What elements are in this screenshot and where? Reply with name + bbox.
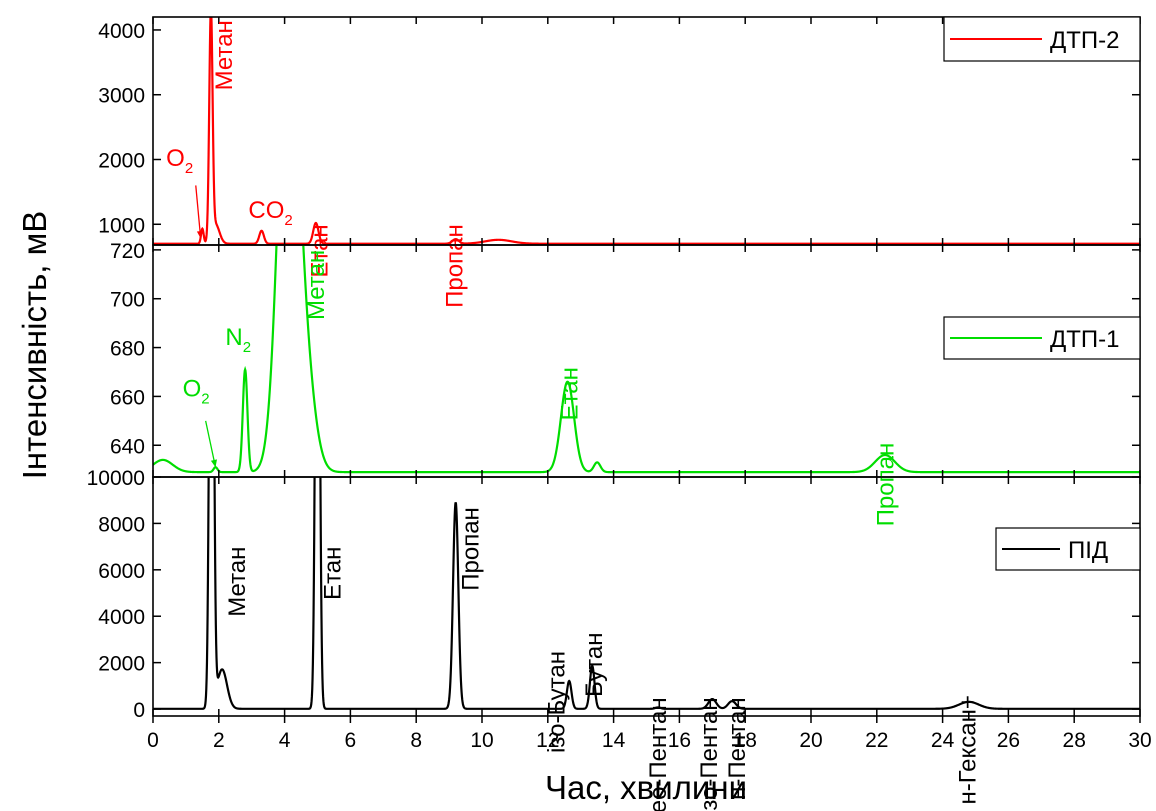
peak-label-subscript: 2	[243, 339, 251, 356]
peak-label-subscript: 2	[284, 212, 292, 229]
legend-label-top: ДТП-2	[1050, 27, 1120, 54]
peak-label-bottom-7: н-Пентан	[724, 697, 751, 799]
x-tick-label: 24	[931, 729, 955, 752]
y-tick-label-bottom: 2000	[98, 653, 145, 676]
o2-pointer-arrowhead-top	[196, 230, 204, 239]
y-tick-label-middle: 700	[110, 289, 145, 312]
y-axis-title: Інтенсивність, мВ	[16, 211, 53, 480]
y-tick-label-bottom: 0	[133, 699, 145, 722]
y-tick-label-bottom: 8000	[98, 513, 145, 536]
peak-label-bottom-1: Етан	[320, 547, 347, 600]
peak-label-middle-0: O2	[183, 375, 210, 407]
legend-label-bottom: ПІД	[1068, 537, 1108, 564]
y-tick-label-top: 2000	[98, 150, 145, 173]
peak-label-top-1: Метан	[211, 20, 238, 90]
peak-label-bottom-5: нео-Пентан	[645, 697, 672, 811]
o2-pointer-arrow-middle	[205, 420, 217, 468]
x-tick-label: 8	[410, 729, 422, 752]
peak-label-top-0: O2	[166, 145, 193, 177]
peak-label-bottom-2: Пропан	[458, 507, 485, 591]
x-tick-label: 10	[470, 729, 493, 752]
peak-label-middle-2: Метан	[303, 250, 330, 320]
y-tick-label-middle: 720	[110, 240, 145, 263]
peak-label-subscript: 2	[201, 390, 209, 407]
panel-bottom: 0 2000 4000 6000 8000 10000 ПІД Метан Етан Пропан…	[87, 467, 1141, 811]
peak-label-top-3: Етан	[306, 224, 333, 277]
y-tick-label-bottom: 10000	[87, 467, 145, 490]
legend-label-middle: ДТП-1	[1050, 326, 1120, 353]
o2-pointer-arrowhead-middle	[210, 459, 217, 468]
peak-label-middle-1: N2	[225, 324, 251, 356]
panel-frame-middle	[152, 244, 1141, 478]
x-tick-label: 0	[147, 729, 159, 752]
y-tick-label-top: 4000	[98, 20, 145, 43]
legend-top: ДТП-2	[943, 16, 1141, 62]
x-tick-label: 16	[668, 729, 691, 752]
y-tick-label-top: 1000	[98, 214, 145, 237]
panel-top: 1000 2000 3000 4000 ДТП-2 O2 Метан CO2 Етан Пропа…	[98, 16, 1141, 308]
legend-middle: ДТП-1	[943, 316, 1141, 360]
x-tick-label: 20	[799, 729, 822, 752]
y-tick-label-bottom: 4000	[98, 606, 145, 629]
legend-bottom: ПІД	[995, 527, 1141, 571]
y-tick-label-top: 3000	[98, 85, 145, 108]
peak-label-bottom-0: Метан	[224, 547, 251, 617]
peak-label-bottom-3: ізо-Бутан	[543, 651, 570, 753]
x-tick-label: 14	[602, 729, 626, 752]
x-tick-label: 18	[734, 729, 757, 752]
y-tick-label-middle: 640	[110, 435, 145, 458]
x-tick-label: 6	[345, 729, 357, 752]
y-tick-label-middle: 680	[110, 338, 145, 361]
y-tick-label-middle: 660	[110, 386, 145, 409]
panel-frame-bottom	[152, 476, 1141, 717]
x-tick-label: 28	[1063, 729, 1086, 752]
x-tick-label: 26	[997, 729, 1020, 752]
series-line-top	[153, 17, 1140, 245]
panel-middle: 640 660 680 700 720 ДТП-1 O2 N2 Метан Етан Пропан	[110, 240, 1141, 527]
series-line-middle	[153, 245, 1140, 474]
peak-label-subscript: 2	[185, 160, 193, 177]
x-tick-label: 2	[213, 729, 225, 752]
x-axis-title: Час, хвилини	[545, 769, 747, 806]
o2-pointer-arrow-top	[195, 185, 202, 239]
series-line-bottom	[153, 477, 1140, 710]
peak-label-bottom-4: Бутан	[581, 633, 608, 698]
peak-label-bottom-6: ізо-Пентан	[696, 697, 723, 811]
x-tick-label: 30	[1128, 729, 1151, 752]
x-tick-label: 4	[279, 729, 291, 752]
peak-label-middle-4: Пропан	[872, 443, 899, 527]
peak-label-middle-3: Етан	[556, 367, 583, 420]
x-tick-label: 12	[536, 729, 559, 752]
peak-label-bottom-8: н-Гексан+	[955, 695, 982, 804]
peak-label-top-4: Пропан	[441, 224, 468, 308]
y-tick-label-bottom: 6000	[98, 560, 145, 583]
x-tick-label: 22	[865, 729, 888, 752]
peak-label-top-2: CO2	[248, 197, 292, 229]
